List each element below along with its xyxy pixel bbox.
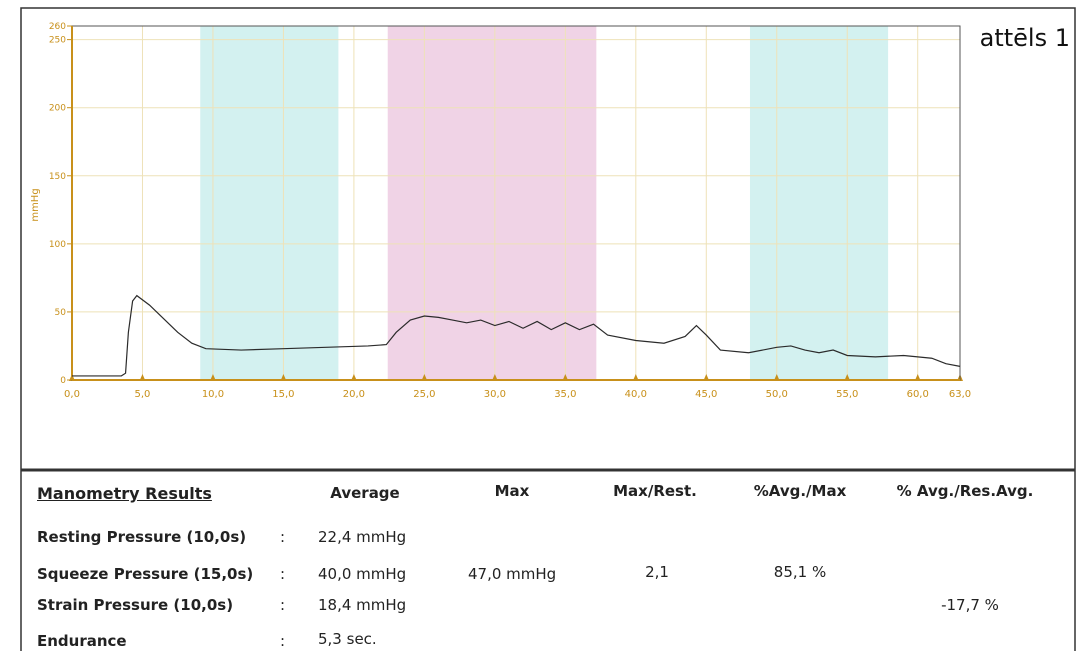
avg-res: -17,7 % <box>941 596 999 614</box>
table-header: Average <box>330 484 400 502</box>
y-tick-label: 150 <box>49 172 66 182</box>
row-label: Resting Pressure (10,0s) <box>37 528 247 546</box>
separator-colon: : <box>280 528 286 546</box>
x-tick-label: 15,0 <box>272 389 294 400</box>
y-tick-label: 200 <box>49 104 66 114</box>
x-tick-label: 25,0 <box>413 389 435 400</box>
table-header: Manometry Results <box>37 484 212 503</box>
x-tick-label: 60,0 <box>907 389 929 400</box>
separator-colon: : <box>280 596 286 614</box>
x-tick-label: 20,0 <box>343 389 365 400</box>
y-tick-label: 0 <box>60 376 66 386</box>
y-tick-label: 260 <box>49 22 66 32</box>
band <box>387 26 597 380</box>
average: 40,0 mmHg <box>318 565 407 583</box>
separator-colon: : <box>280 565 286 583</box>
x-tick-label: 45,0 <box>695 389 717 400</box>
table-header: %Avg./Max <box>753 482 847 500</box>
average: 5,3 sec. <box>318 630 377 648</box>
x-tick-label: 40,0 <box>625 389 647 400</box>
band <box>200 26 339 380</box>
average: 22,4 mmHg <box>318 528 407 546</box>
annotation: attēls 1 <box>980 24 1070 52</box>
table-header: Max <box>494 482 530 500</box>
band <box>749 26 889 380</box>
frame <box>20 7 1076 651</box>
x-tick-label: 50,0 <box>766 389 788 400</box>
y-tick-label: 100 <box>49 240 66 250</box>
row-label: Endurance <box>37 632 127 650</box>
y-tick-label: 50 <box>55 308 67 318</box>
row-label: Strain Pressure (10,0s) <box>37 596 234 614</box>
avg-max: 85,1 % <box>773 563 827 581</box>
max: 47,0 mmHg <box>468 565 557 583</box>
max-rest: 2,1 <box>645 563 669 581</box>
row-label: Squeeze Pressure (15,0s) <box>37 565 254 583</box>
x-tick-label: 5,0 <box>135 389 151 400</box>
average: 18,4 mmHg <box>318 596 407 614</box>
table-header: % Avg./Res.Avg. <box>896 482 1034 500</box>
x-tick-label: 0,0 <box>64 389 80 400</box>
x-tick-label: 55,0 <box>836 389 858 400</box>
x-tick-label: 10,0 <box>202 389 224 400</box>
x-tick-label: 63,0 <box>949 389 971 400</box>
separator-colon: : <box>280 632 286 650</box>
table-header: Max/Rest. <box>613 482 697 500</box>
y-axis-label: mmHg <box>30 188 41 221</box>
x-tick-label: 35,0 <box>554 389 576 400</box>
line <box>72 294 961 377</box>
y-tick-label: 250 <box>49 36 66 46</box>
x-tick-label: 30,0 <box>484 389 506 400</box>
